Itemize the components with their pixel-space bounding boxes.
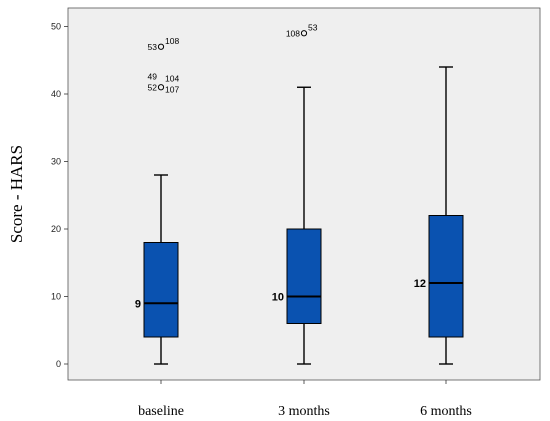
x-axis: baseline 3 months 6 months [138, 380, 472, 419]
outlier-label: 52 [148, 82, 158, 92]
y-tick-label: 50 [51, 22, 61, 32]
outlier-label: 108 [165, 36, 179, 46]
median-label: 12 [414, 278, 426, 290]
median-label: 9 [135, 298, 141, 310]
outlier-label: 49 [148, 71, 158, 81]
y-tick-label: 20 [51, 224, 61, 234]
outlier-label: 108 [286, 28, 300, 38]
box-6-months: 12 [414, 66, 464, 365]
y-tick-label: 0 [56, 359, 61, 369]
outlier-label: 53 [308, 22, 318, 32]
x-category-label: 3 months [278, 404, 330, 419]
y-tick-label: 40 [51, 89, 61, 99]
y-axis-label: Score - HARS [7, 145, 26, 243]
x-category-label: baseline [138, 404, 184, 419]
median-label: 10 [272, 292, 284, 304]
y-axis: 0 10 20 30 40 50 [51, 22, 68, 369]
y-tick-label: 10 [51, 292, 61, 302]
outlier-point [300, 30, 308, 37]
y-tick-label: 30 [51, 157, 61, 167]
x-category-label: 6 months [420, 404, 472, 419]
iqr-box [143, 242, 179, 338]
outlier-label: 104 [165, 73, 179, 83]
outlier-point [157, 43, 165, 50]
iqr-box [428, 215, 464, 338]
box-3-months: 10 108 53 [272, 22, 322, 365]
iqr-box [286, 228, 322, 324]
outlier-label: 53 [148, 42, 158, 52]
outlier-point [157, 84, 165, 91]
outlier-label: 107 [165, 84, 179, 94]
